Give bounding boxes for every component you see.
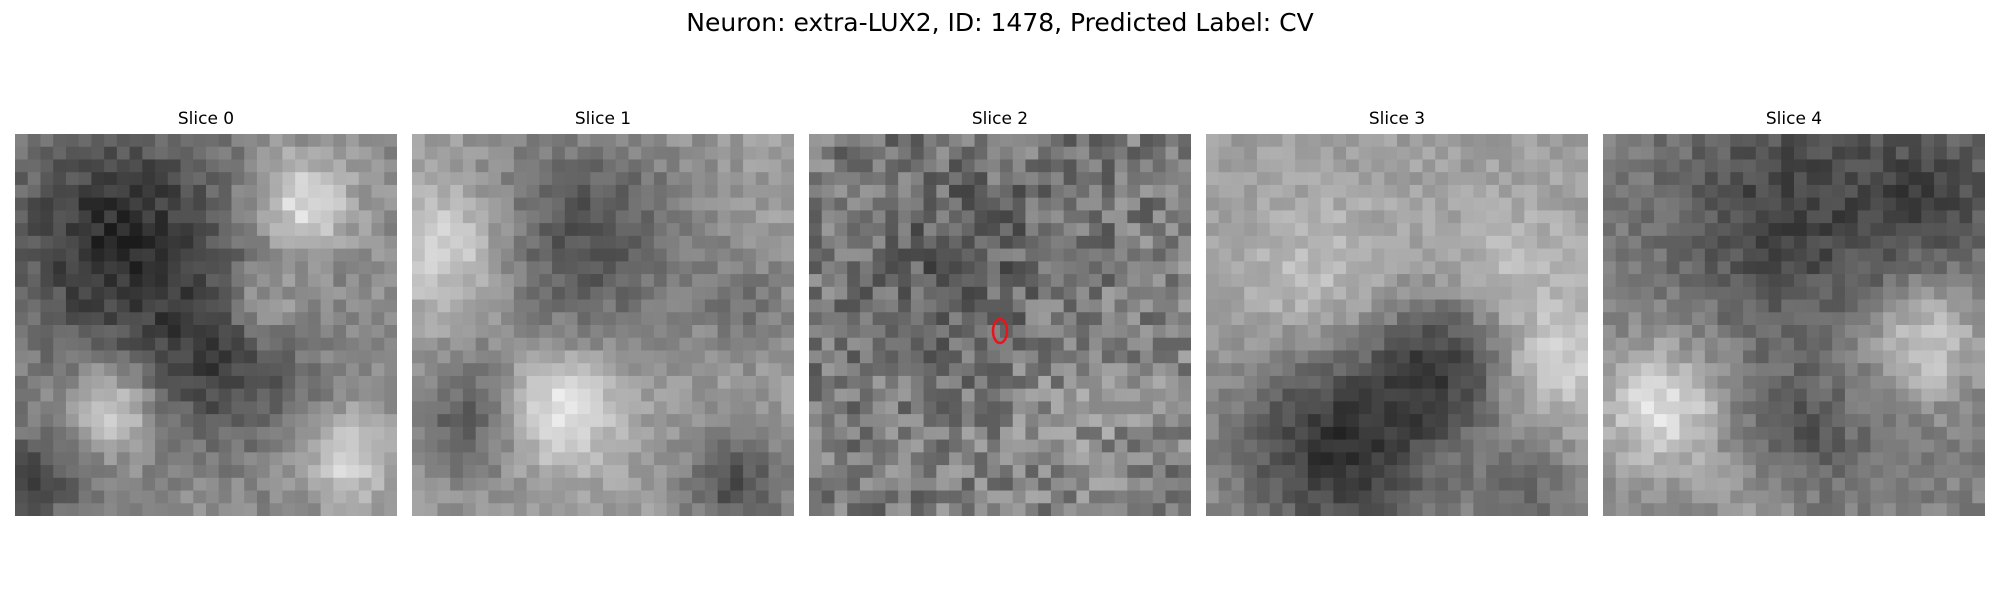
slice-title: Slice 0 — [177, 109, 235, 129]
slice-panel-1: Slice 1 — [412, 108, 794, 516]
slice-image — [1206, 134, 1588, 516]
slice-title: Slice 1 — [574, 109, 632, 129]
slice-image — [1603, 134, 1985, 516]
slice-panel-3: Slice 3 — [1206, 108, 1588, 516]
slice-image — [412, 134, 794, 516]
slice-title: Slice 2 — [971, 109, 1029, 129]
slice-image — [15, 134, 397, 516]
slice-title: Slice 4 — [1765, 109, 1823, 129]
slice-panel-4: Slice 4 — [1603, 108, 1985, 516]
slice-panel-0: Slice 0 — [15, 108, 397, 516]
figure-title: Neuron: extra-LUX2, ID: 1478, Predicted … — [686, 8, 1314, 37]
slice-image — [809, 134, 1191, 516]
slice-title: Slice 3 — [1368, 109, 1426, 129]
centroid-marker — [991, 317, 1009, 345]
slice-panel-2: Slice 2 — [809, 108, 1191, 516]
